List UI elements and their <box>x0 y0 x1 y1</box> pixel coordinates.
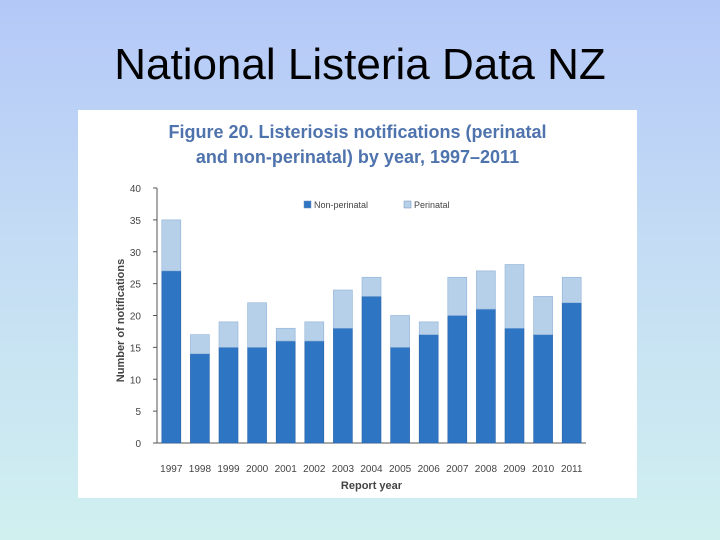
y-tick-label: 35 <box>130 216 142 227</box>
bar-non-perinatal-2011 <box>561 302 582 444</box>
x-axis-label: Report year <box>341 480 403 492</box>
bar-perinatal-1999 <box>218 321 239 348</box>
bar-perinatal-2011 <box>561 276 582 304</box>
x-tick-label: 2005 <box>389 464 412 475</box>
bar-perinatal-2010 <box>533 296 553 335</box>
stacked-bar-chart: 0 5 10 15 20 25 30 35 40 1997 1998 1999 2000 2001 2002… <box>115 184 586 492</box>
y-tick-label: 10 <box>130 375 142 386</box>
x-tick-label: 2001 <box>275 464 298 475</box>
x-tick-label: 2007 <box>446 464 469 475</box>
bar-non-perinatal-2007 <box>447 315 468 444</box>
bar-perinatal-2009 <box>504 264 525 329</box>
y-tick-label: 40 <box>130 184 142 195</box>
bar-non-perinatal-2001 <box>275 340 296 444</box>
bar-perinatal-2008 <box>476 270 496 310</box>
bar-non-perinatal-2003 <box>333 327 353 444</box>
bar-non-perinatal-2008 <box>476 308 496 444</box>
x-tick-label: 2009 <box>503 464 526 475</box>
bar-non-perinatal-1998 <box>190 353 210 444</box>
bar-non-perinatal-1999 <box>218 347 239 444</box>
x-tick-label: 2004 <box>360 464 383 475</box>
legend-swatch-perinatal <box>403 200 412 209</box>
bar-non-perinatal-2004 <box>361 296 382 444</box>
x-tick-label: 2000 <box>246 464 269 475</box>
legend-swatch-non-perinatal <box>303 200 312 209</box>
y-tick-label: 20 <box>130 312 142 323</box>
y-tick-label: 15 <box>130 343 142 354</box>
slide-title: National Listeria Data NZ <box>114 40 606 89</box>
bar-perinatal-2003 <box>333 289 353 329</box>
bar-non-perinatal-2009 <box>504 327 525 444</box>
bar-non-perinatal-2000 <box>247 347 267 444</box>
bar-non-perinatal-2006 <box>418 334 439 444</box>
bar-perinatal-2000 <box>247 302 267 348</box>
y-tick-label: 25 <box>130 280 142 291</box>
y-tick-label: 30 <box>130 248 142 259</box>
x-tick-label: 1997 <box>160 464 183 475</box>
x-tick-label: 2010 <box>532 464 555 475</box>
x-tick-label: 2006 <box>418 464 441 475</box>
bar-perinatal-1997 <box>161 219 182 272</box>
bar-non-perinatal-1997 <box>161 270 182 444</box>
bar-perinatal-2006 <box>418 321 439 335</box>
legend-label: Perinatal <box>414 200 450 210</box>
legend-label: Non-perinatal <box>314 200 368 210</box>
bar-perinatal-2004 <box>361 276 382 297</box>
bar-perinatal-2001 <box>275 327 296 342</box>
x-tick-label: 2002 <box>303 464 326 475</box>
chart-title-line-1: Figure 20. Listeriosis notifications (pe… <box>168 122 547 142</box>
y-tick-label: 5 <box>135 407 141 418</box>
bar-perinatal-2007 <box>447 276 468 316</box>
x-tick-label: 2003 <box>332 464 355 475</box>
bar-non-perinatal-2005 <box>390 347 410 444</box>
figure-panel: Figure 20. Listeriosis notifications (pe… <box>78 110 637 498</box>
x-tick-label: 1999 <box>217 464 240 475</box>
bar-perinatal-1998 <box>190 334 210 355</box>
y-axis-label: Number of notifications <box>115 259 127 382</box>
chart-title-line-2: and non-perinatal) by year, 1997–2011 <box>195 147 520 167</box>
y-tick-label: 0 <box>135 439 141 450</box>
bar-perinatal-2005 <box>390 315 410 348</box>
x-tick-label: 2011 <box>561 464 583 475</box>
bar-non-perinatal-2002 <box>304 340 325 444</box>
x-tick-label: 1998 <box>189 464 212 475</box>
x-tick-label: 2008 <box>475 464 498 475</box>
bar-perinatal-2002 <box>304 321 325 342</box>
bar-non-perinatal-2010 <box>533 334 553 444</box>
